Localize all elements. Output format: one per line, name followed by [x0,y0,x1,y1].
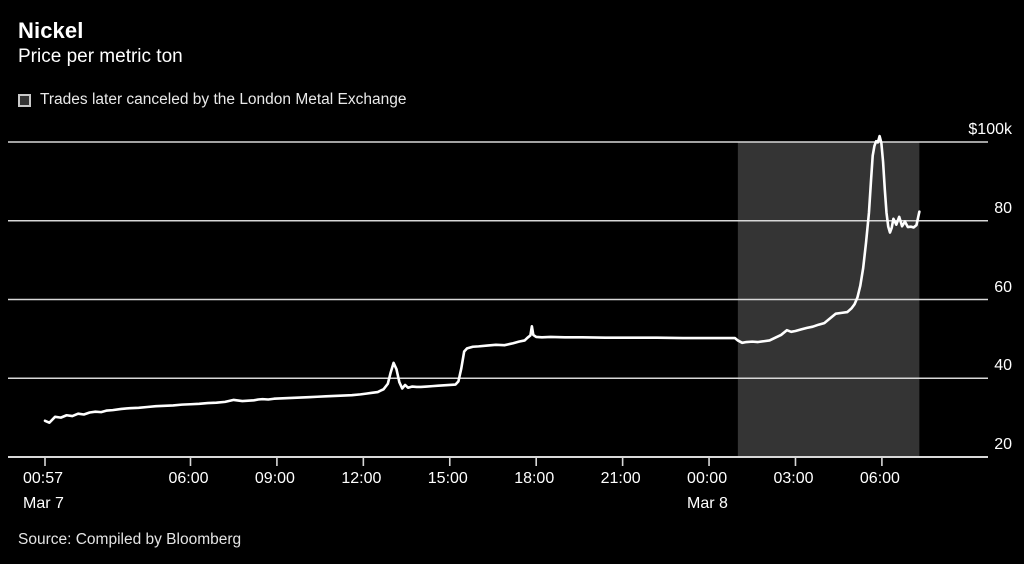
x-tick-label-0: 00:57 [23,470,64,487]
chart-legend: Trades later canceled by the London Meta… [18,92,407,108]
page-title: Nickel [18,18,84,43]
x-tick-label-9: 06:00 [859,470,900,487]
x-date-label-0: Mar 7 [23,495,64,512]
x-tick-label-2: 09:00 [254,470,295,487]
chart-subtitle: Price per metric ton [18,46,183,67]
chart-header: Nickel Price per metric ton [18,18,718,69]
x-tick-label-3: 12:00 [341,470,382,487]
source-note: Source: Compiled by Bloomberg [18,531,242,548]
x-tick-label-7: 00:00 [687,470,728,487]
y-tick-label-100: $100k [968,121,1012,138]
legend-item-label: Trades later canceled by the London Meta… [40,91,407,108]
series-line-0 [43,134,921,425]
y-tick-label-40: 40 [994,357,1012,375]
x-tick-label-8: 03:00 [773,470,814,487]
y-tick-label-60: 60 [994,278,1012,296]
canceled-trades-swatch-icon [18,93,31,107]
x-tick-label-5: 18:00 [514,470,555,487]
x-tick-label-6: 21:00 [600,470,641,487]
x-tick-label-1: 06:00 [168,470,209,487]
x-date-label-1: Mar 8 [687,495,728,512]
y-tick-label-20: 20 [994,436,1012,453]
y-tick-label-80: 80 [994,199,1012,217]
x-tick-label-4: 15:00 [427,470,468,487]
